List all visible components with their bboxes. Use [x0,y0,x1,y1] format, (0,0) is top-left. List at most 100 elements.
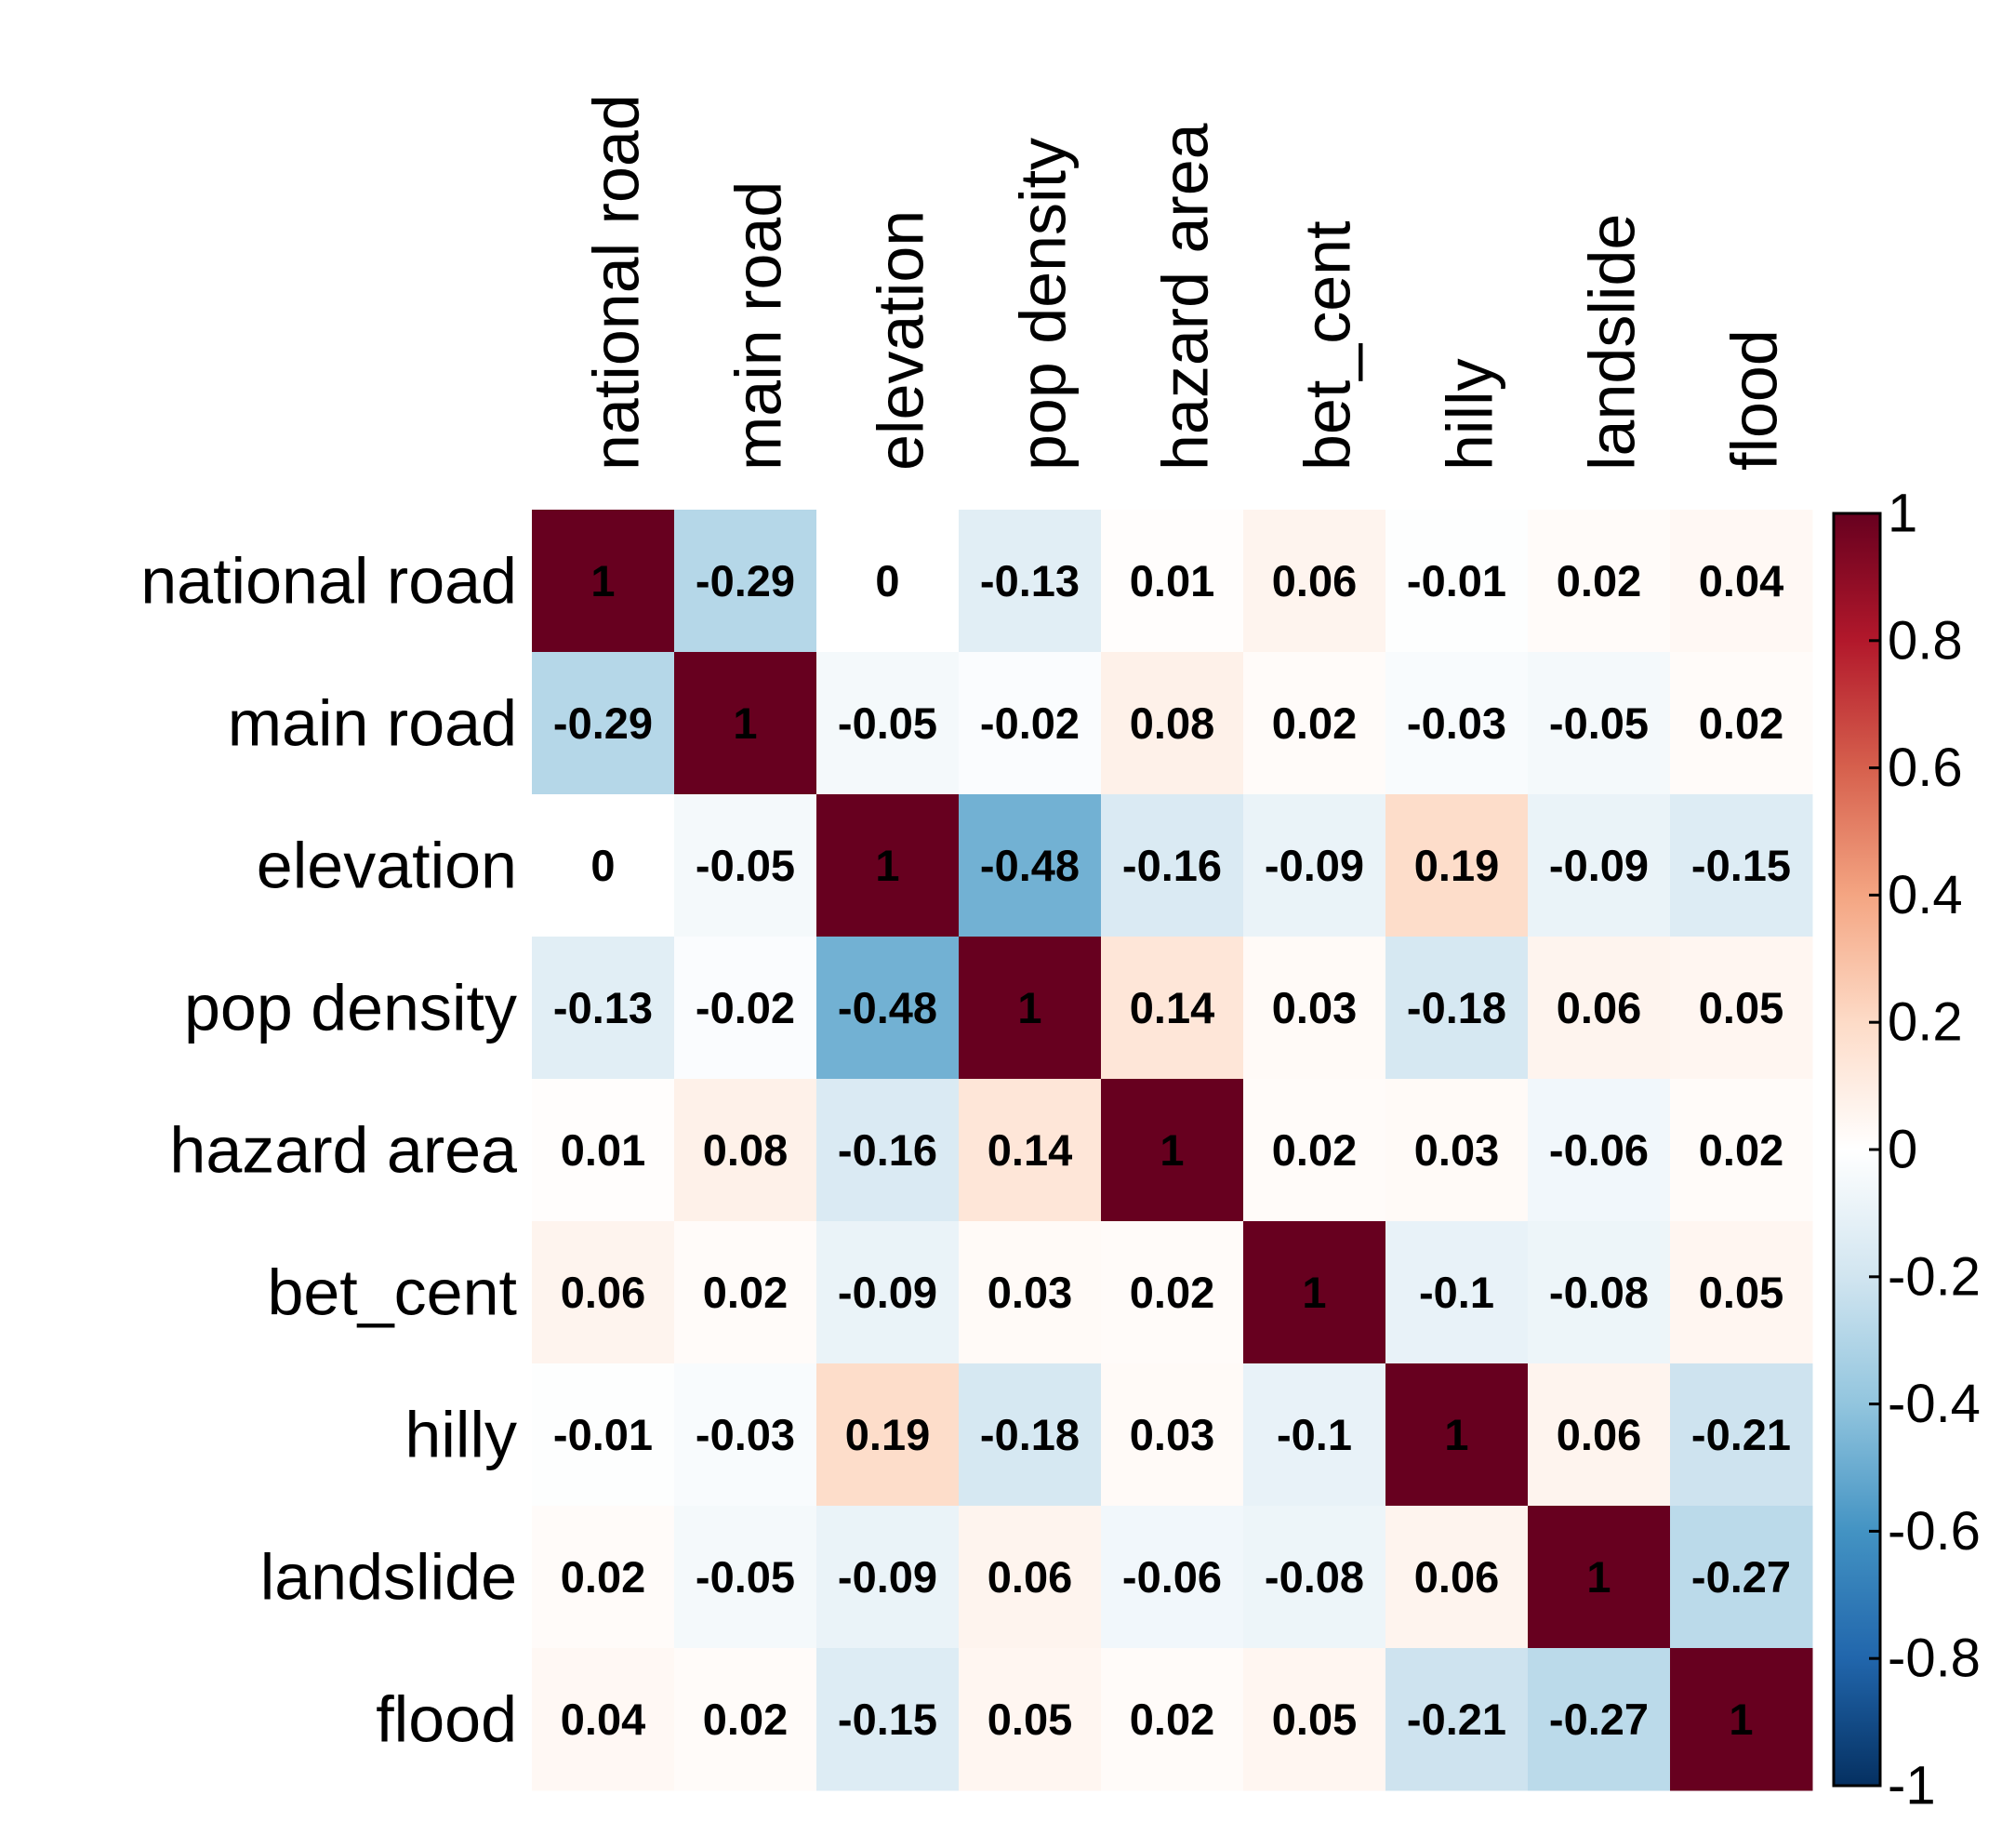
cell-value-label: 0.04 [561,1695,645,1744]
cell-value-label: 0.02 [1130,1268,1214,1317]
colorbar-tick-label: 0.8 [1888,610,1963,671]
heatmap-cell [1670,652,1813,795]
colorbar-gradient [1832,512,1882,1788]
column-label: hazard area [1149,123,1222,471]
heatmap-cell [816,937,960,1080]
cell-value-label: 0.19 [1414,841,1499,890]
heatmap-cell [1101,1079,1244,1222]
cell-value-label: 0.02 [703,1268,788,1317]
cell-value-label: -0.05 [838,698,937,748]
colorbar-tick-label: -1 [1888,1756,1936,1816]
heatmap-cell [1670,1648,1813,1791]
column-labels: national road main road elevation pop densi… [580,94,1791,471]
heatmap-cell [959,510,1102,653]
cell-value-label: 0.04 [1699,556,1783,605]
cell-value-label: 0.05 [1699,1268,1783,1317]
cell-value-label: -0.27 [1549,1695,1649,1744]
cell-value-label: -0.09 [1549,841,1649,890]
cell-value-label: -0.01 [1407,556,1506,605]
cell-value-label: 0.06 [561,1268,645,1317]
cell-value-label: -0.02 [980,698,1080,748]
heatmap-cell [1385,1363,1529,1507]
colorbar-tick-label: 1 [1888,484,1917,544]
row-label: main road [228,687,517,760]
heatmap-cell [1101,794,1244,937]
cell-value-label: 0.14 [1130,983,1214,1032]
cell-value-label: 0.06 [1272,556,1357,605]
colorbar-tick-label: 0 [1888,1120,1917,1180]
cell-value-label: -0.08 [1549,1268,1649,1317]
heatmap-cell [1385,1221,1529,1364]
heatmap-cell [1670,1221,1813,1364]
cell-value-label: 0.19 [845,1410,930,1459]
colorbar: 1 0.8 0.6 0.4 0.2 0 -0.2 -0.4 -0.6 -0.8 -1 [1832,484,1981,1816]
heatmap-cell [816,1648,960,1791]
heatmap-cell [1101,1221,1244,1364]
column-label: bet_cent [1292,220,1364,471]
heatmap-cell [1385,794,1529,937]
heatmap-cell [1101,1648,1244,1791]
heatmap-cell [532,1079,675,1222]
heatmap-cell [674,794,817,937]
cell-value-label: 0.02 [561,1552,645,1602]
heatmap-cell [1243,1221,1386,1364]
row-label: national road [140,545,517,618]
heatmap-cell [959,652,1102,795]
heatmap-cell [816,1363,960,1507]
column-label: pop density [1007,138,1080,471]
heatmap-cell [1101,1506,1244,1649]
column-label: hilly [1434,358,1506,471]
colorbar-tick-label: -0.6 [1888,1501,1981,1562]
heatmap-cell [532,510,675,653]
cell-value-label: 1 [733,698,757,748]
cell-value-label: -0.21 [1407,1695,1506,1744]
heatmap-cell [1243,652,1386,795]
heatmap-cell [959,1506,1102,1649]
heatmap-cell [1385,1079,1529,1222]
cell-value-label: -0.06 [1549,1125,1649,1175]
cell-value-label: -0.05 [1549,698,1649,748]
row-label: elevation [257,830,517,902]
heatmap-cell [816,1506,960,1649]
heatmap-cell [1243,937,1386,1080]
heatmap-cell [1101,937,1244,1080]
heatmap-cell [674,652,817,795]
row-label: hilly [404,1399,517,1471]
cell-value-label: 1 [1729,1695,1753,1744]
heatmap-cell [959,937,1102,1080]
heatmap-cell [1385,937,1529,1080]
heatmap-cell [532,1506,675,1649]
column-label: flood [1718,329,1791,471]
heatmap-cell [1670,1363,1813,1507]
cell-value-label: -0.09 [1265,841,1364,890]
heatmap-cell [674,937,817,1080]
cell-value-label: -0.21 [1691,1410,1791,1459]
cell-value-label: -0.09 [838,1552,937,1602]
heatmap-cell [816,1221,960,1364]
cell-value-label: 0.06 [1557,1410,1641,1459]
cell-value-label: 0.06 [1414,1552,1499,1602]
heatmap-cell [959,794,1102,937]
cell-value-label: -0.16 [838,1125,937,1175]
cell-value-label: 1 [590,556,615,605]
heatmap-cell [1670,794,1813,937]
heatmap-cell [816,510,960,653]
heatmap-cell [1243,510,1386,653]
heatmap-cell [1101,652,1244,795]
cell-value-label: 0.06 [988,1552,1072,1602]
cell-value-label: -0.48 [838,983,937,1032]
heatmap-cells [532,510,1813,1791]
cell-value-label: -0.06 [1122,1552,1222,1602]
cell-value-label: 1 [1160,1125,1184,1175]
cell-value-label: -0.29 [696,556,795,605]
heatmap-cell [959,1363,1102,1507]
cell-value-label: 0.03 [1130,1410,1214,1459]
heatmap-cell [1528,652,1671,795]
cell-value-label: 1 [1017,983,1041,1032]
heatmap-cell [816,794,960,937]
cell-value-label: 1 [1586,1552,1611,1602]
heatmap-cell [1528,1363,1671,1507]
heatmap-cell [1528,937,1671,1080]
heatmap-cell [1101,1363,1244,1507]
heatmap-cell [532,794,675,937]
